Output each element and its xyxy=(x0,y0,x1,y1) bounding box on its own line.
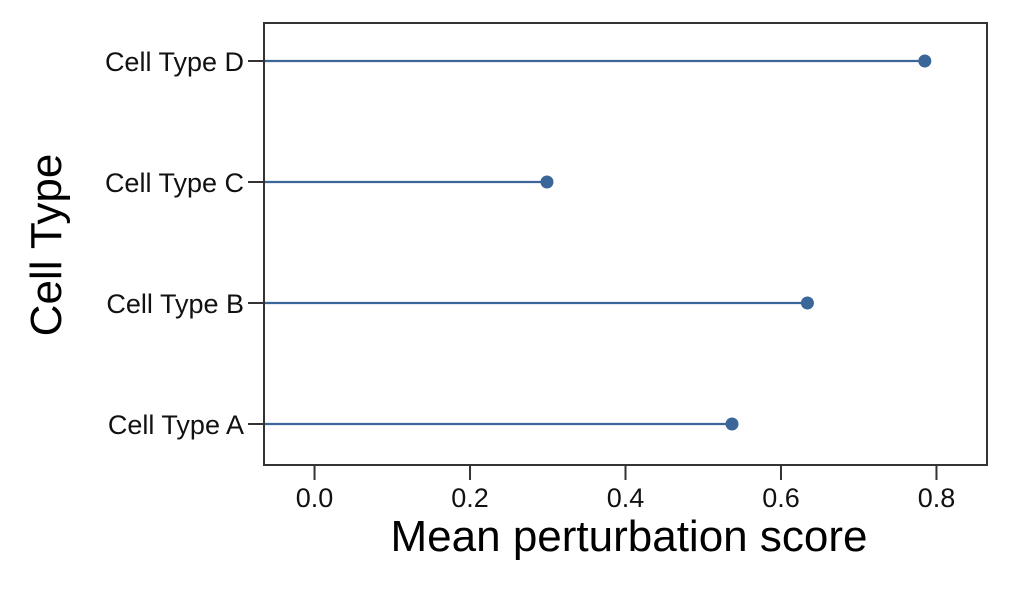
y-tick-label: Cell Type C xyxy=(105,168,244,198)
x-tick-label: 0.2 xyxy=(451,483,489,513)
plot-frame xyxy=(263,22,988,466)
y-axis-ticks: Cell Type A Cell Type B Cell Type C Cell Ty… xyxy=(105,47,264,440)
lollipop-point xyxy=(725,417,739,431)
x-tick-label: 0.0 xyxy=(296,483,334,513)
y-tick-label: Cell Type A xyxy=(108,410,244,440)
lollipop-point xyxy=(800,296,814,310)
y-tick-label: Cell Type D xyxy=(105,47,244,77)
x-tick-label: 0.4 xyxy=(607,483,645,513)
y-axis-title: Cell Type xyxy=(22,154,71,337)
lollipop-point xyxy=(918,54,932,68)
x-tick-label: 0.8 xyxy=(918,483,956,513)
chart-marks xyxy=(264,54,932,431)
x-axis-ticks: 0.0 0.2 0.4 0.6 0.8 xyxy=(296,465,955,513)
x-axis-title: Mean perturbation score xyxy=(391,512,868,561)
x-tick-label: 0.6 xyxy=(762,483,800,513)
lollipop-point xyxy=(540,175,554,189)
y-tick-label: Cell Type B xyxy=(106,289,244,319)
